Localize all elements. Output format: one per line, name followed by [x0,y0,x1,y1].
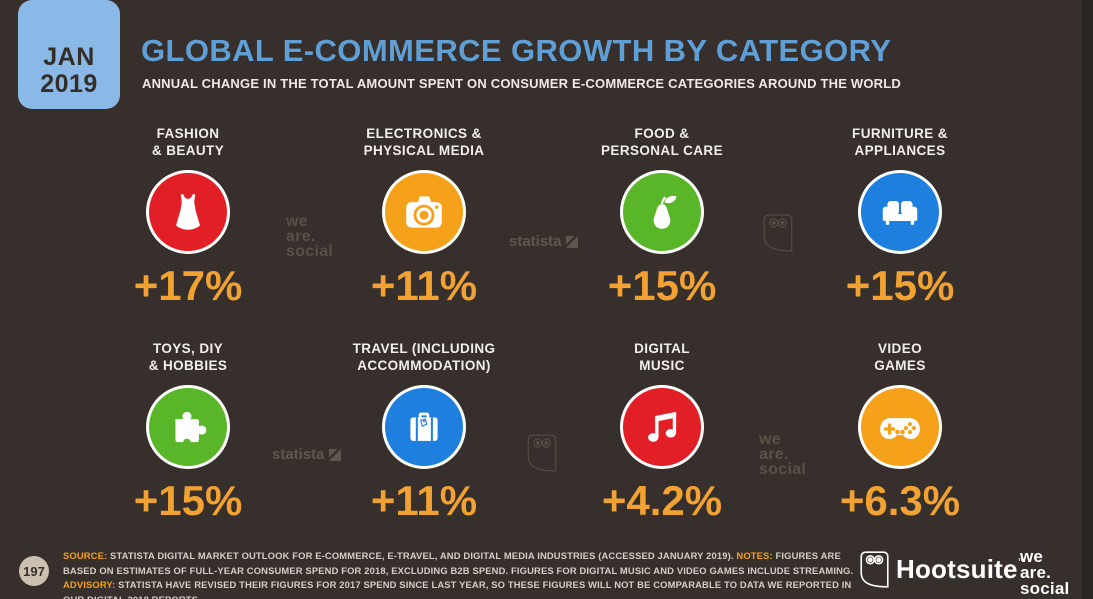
page-subtitle: ANNUAL CHANGE IN THE TOTAL AMOUNT SPENT … [142,76,901,91]
category-electronics: ELECTRONICS & PHYSICAL MEDIA +11% [314,124,534,310]
source-label: SOURCE: [63,550,108,561]
growth-value: +6.3% [839,477,961,524]
we-are-social-watermark: we are. social [759,431,807,479]
category-circle [146,385,230,469]
category-circle [620,385,704,469]
date-year: 2019 [40,69,98,98]
category-label: VIDEO GAMES [874,340,926,374]
category-digital-music: DIGITAL MUSIC +4.2% [552,339,772,525]
statista-logo-icon [565,235,578,248]
category-label: TOYS, DIY & HOBBIES [148,340,228,374]
category-circle [382,385,466,469]
hootsuite-owl-watermark [527,434,557,472]
category-circle [858,385,942,469]
statista-logo-icon [328,448,341,461]
hootsuite-wordmark: Hootsuite™ [896,554,1026,584]
category-toys-diy-hobbies: TOYS, DIY & HOBBIES +15% [78,339,298,525]
category-circle [382,170,466,254]
date-badge: JAN 2019 [18,0,120,109]
dress-icon [175,194,201,230]
growth-value: +15% [607,262,717,309]
hootsuite-logo: Hootsuite™ [860,551,1026,588]
category-circle [146,170,230,254]
growth-value: +11% [370,262,478,309]
date-month: JAN [43,43,95,71]
hootsuite-owl-icon [860,551,889,588]
we-are-social-watermark: we are. social [286,213,334,261]
puzzle-icon [175,411,207,446]
category-label: ELECTRONICS & PHYSICAL MEDIA [363,125,485,159]
camera-icon [406,196,442,228]
category-label: FOOD & PERSONAL CARE [601,125,723,159]
category-label: DIGITAL MUSIC [634,340,690,374]
pear-icon [653,195,677,229]
music-note-icon [648,411,677,442]
growth-value: +15% [133,477,243,524]
hootsuite-owl-watermark [763,214,793,252]
couch-icon [882,201,918,225]
notes-label: NOTES: [736,550,773,561]
category-fashion-beauty: FASHION & BEAUTY +17% [78,124,298,310]
category-food-personal-care: FOOD & PERSONAL CARE +15% [552,124,772,310]
category-furniture-appliances: FURNITURE & APPLIANCES +15% [790,124,1010,310]
suitcase-icon [410,412,438,441]
we-are-social-logo: we are. social [1020,547,1070,599]
growth-value: +17% [133,262,243,309]
category-label: FURNITURE & APPLIANCES [852,125,948,159]
trademark-symbol: ™ [1017,557,1026,566]
category-circle [620,170,704,254]
slide-right-edge [1082,0,1093,599]
page-number-badge: 197 [19,556,49,586]
page-title: GLOBAL E-COMMERCE GROWTH BY CATEGORY [141,33,892,68]
growth-value: +4.2% [601,477,723,524]
category-travel: TRAVEL (INCLUDING ACCOMMODATION) +11% [314,339,534,525]
statista-watermark: statista [272,446,341,463]
category-label: TRAVEL (INCLUDING ACCOMMODATION) [352,340,496,374]
growth-value: +11% [370,477,478,524]
gamepad-icon [880,418,920,440]
source-note: SOURCE: STATISTA DIGITAL MARKET OUTLOOK … [63,550,854,599]
statista-watermark: statista [509,233,578,250]
category-label: FASHION & BEAUTY [151,125,225,159]
category-video-games: VIDEO GAMES +6.3% [790,339,1010,525]
growth-value: +15% [845,262,955,309]
category-circle [858,170,942,254]
advisory-label: ADVISORY: [63,579,116,591]
